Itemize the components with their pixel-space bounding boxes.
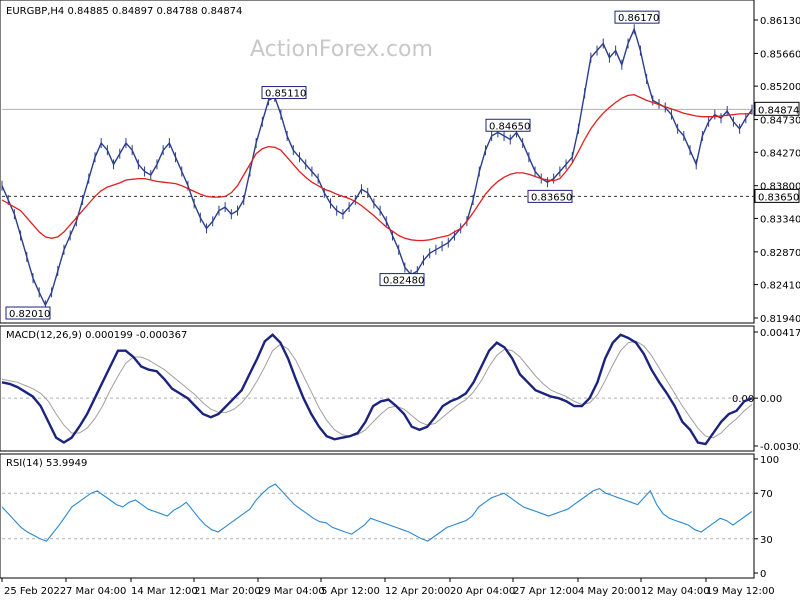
x-tick-label: 12 Apr 20:00 [385, 586, 450, 597]
macd-zero-inline-label: 0.00 [732, 394, 754, 405]
x-tick-label: 12 May 04:00 [641, 586, 710, 597]
rsi-y-tick-label: 100 [760, 455, 779, 466]
macd-line [1, 333, 753, 446]
annotation-box [527, 189, 573, 203]
main-y-tick-label: 0.85660 [760, 49, 800, 60]
support-level-box [754, 188, 800, 203]
annotation-label: 0.86170 [618, 13, 659, 24]
rsi-y-tick-label: 30 [760, 535, 773, 546]
main-y-tick-label: 0.83800 [760, 182, 800, 193]
support-level-label: 0.83650 [758, 192, 799, 203]
annotation-label: 0.83650 [531, 192, 572, 203]
annotation-box [5, 306, 51, 320]
annotation-label: 0.82010 [9, 309, 50, 320]
x-tick-label: 19 May 12:00 [706, 586, 775, 597]
rsi-line [1, 483, 753, 542]
rsi-series-layer [1, 483, 754, 542]
rsi-y-tick-label: 70 [760, 489, 773, 500]
annotation-label: 0.85110 [265, 89, 306, 100]
x-tick-label: 25 Feb 2022 [4, 586, 66, 597]
x-tick-label: 20 Apr 04:00 [450, 586, 515, 597]
macd-y-tick-label: 0.004179 [760, 328, 800, 339]
main-y-tick-label: 0.84270 [760, 148, 800, 159]
main-y-tick-label: 0.86130 [760, 16, 800, 27]
x-tick-label: 5 Apr 12:00 [321, 586, 380, 597]
watermark: ActionForex.com [250, 37, 433, 62]
rsi-header: RSI(14) 53.9949 [6, 458, 87, 469]
main-y-tick-label: 0.81940 [760, 314, 800, 325]
moving-average-line [1, 94, 753, 242]
main-header: EURGBP,H4 0.84885 0.84897 0.84788 0.8487… [6, 6, 242, 17]
annotation-box [261, 86, 307, 100]
annotation-label: 0.82480 [383, 276, 424, 287]
main-y-tick-label: 0.82870 [760, 248, 800, 259]
main-y-tick-label: 0.83340 [760, 214, 800, 225]
macd-panel-frame [0, 325, 755, 452]
price-series-line [1, 27, 753, 307]
annotation-box [614, 10, 660, 24]
x-tick-label: 7 Mar 04:00 [66, 586, 126, 597]
macd-y-tick-label: -0.003022 [760, 442, 800, 453]
main-series-layer: 0.82010 0.85110 0.82480 0.84650 0.83650 0.861… [1, 10, 754, 320]
x-tick-label: 27 Apr 12:00 [513, 586, 578, 597]
current-price-box [754, 101, 800, 116]
rsi-y-tick-label: 0 [760, 569, 766, 580]
macd-header: MACD(12,26,9) 0.000199 -0.000367 [6, 330, 187, 341]
x-tick-label: 4 May 20:00 [578, 586, 640, 597]
main-y-tick-label: 0.82410 [760, 281, 800, 292]
macd-signal-line [1, 340, 753, 439]
main-y-tick-label: 0.85200 [760, 82, 800, 93]
x-tick-label: 14 Mar 12:00 [131, 586, 198, 597]
x-tick-label: 21 Mar 20:00 [194, 586, 261, 597]
main-y-tick-label: 0.84730 [760, 116, 800, 127]
rsi-panel-frame [0, 453, 755, 579]
annotation-label: 0.84650 [489, 121, 530, 132]
x-tick-label: 29 Mar 04:00 [258, 586, 325, 597]
main-panel-frame [0, 0, 755, 324]
macd-y-tick-label: 0.00 [760, 394, 782, 405]
annotation-box [485, 118, 531, 132]
annotation-box [379, 273, 425, 287]
macd-series-layer: 0.00 [1, 333, 754, 446]
axes-layer: 0.86130 0.85660 0.85200 0.84730 0.84270 0.838… [1, 16, 800, 597]
current-price-label: 0.84874 [758, 105, 799, 116]
